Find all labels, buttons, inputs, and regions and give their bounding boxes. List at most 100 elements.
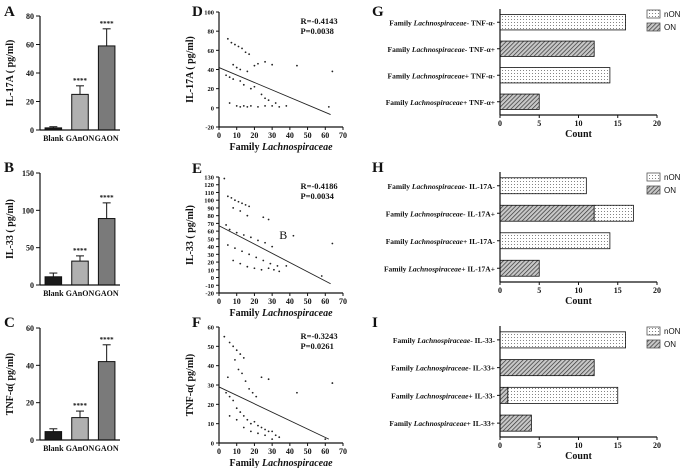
panel-f-xlabel-prefix: Family bbox=[229, 458, 262, 468]
panel-d-point bbox=[267, 99, 270, 102]
panel-g-xtick-label: 20 bbox=[653, 119, 661, 128]
panel-f-xtick-label: 20 bbox=[250, 447, 258, 456]
panel-f-point bbox=[271, 430, 274, 433]
panel-d-point bbox=[249, 87, 252, 90]
panel-a-significance: **** bbox=[100, 20, 115, 28]
panel-f-point bbox=[267, 430, 270, 433]
panel-d-point bbox=[234, 43, 236, 46]
panel-e-point bbox=[244, 203, 247, 206]
panel-g-legend-anchor bbox=[643, 7, 644, 8]
panel-b-xtick-label: Blank bbox=[43, 289, 64, 298]
panel-f-point bbox=[234, 358, 236, 361]
panel-d-point bbox=[271, 105, 274, 107]
panel-c-xtick-label: Blank bbox=[43, 444, 64, 453]
panel-d-point bbox=[253, 64, 256, 67]
panel-d-point bbox=[246, 70, 249, 73]
panel-i-legend-swatch-non bbox=[646, 326, 661, 336]
panel-d-ytick-label: 0 bbox=[211, 105, 214, 112]
panel-f-point bbox=[232, 345, 235, 348]
panel-i-bar-on bbox=[499, 386, 509, 404]
panel-e-ytick-label: 60 bbox=[208, 229, 215, 236]
panel-f-point bbox=[260, 426, 263, 429]
panel-e-ylabel: IL-33 ( pg/ml) bbox=[185, 205, 196, 265]
panel-h-category-italic: Lachnospiraceae bbox=[409, 237, 464, 246]
panel-i-category-suffix: - IL-33- bbox=[470, 336, 495, 345]
panel-g-category-label: Family Lachnospiraceae- TNF-α+ bbox=[388, 45, 496, 54]
panel-c-xtick-label: GAON bbox=[95, 444, 119, 453]
panel-f-point bbox=[242, 357, 245, 359]
panel-g-category-label: Family Lachnospiraceae+ TNF-α+ bbox=[386, 98, 495, 107]
panel-d-xtick-label: 20 bbox=[250, 131, 258, 140]
panel-f-point bbox=[257, 424, 259, 427]
panel-g-category-suffix: - TNF-α- bbox=[467, 18, 496, 27]
panel-d-point bbox=[232, 78, 235, 80]
panel-h-bar-on bbox=[499, 204, 595, 222]
panel-e-point bbox=[226, 244, 229, 246]
panel-d-point bbox=[264, 60, 266, 63]
panel-e-point bbox=[226, 195, 229, 198]
panel-c-ytick-label: 20 bbox=[26, 399, 34, 408]
panel-i-letter: I bbox=[372, 315, 378, 331]
panel-e-point bbox=[267, 218, 270, 221]
panel-d-xtick-label: 30 bbox=[268, 131, 276, 140]
panel-e-stat-p: P=0.0034 bbox=[300, 191, 334, 201]
panel-g-xtick-label: 0 bbox=[498, 119, 502, 128]
panel-f-point bbox=[260, 376, 263, 379]
panel-a-ytick-label: 20 bbox=[26, 98, 34, 107]
panel-b-ytick-label: 50 bbox=[26, 244, 34, 253]
panel-d-point bbox=[226, 37, 229, 40]
panel-h-bar-on bbox=[499, 259, 540, 277]
panel-d-xtick-label: 0 bbox=[217, 131, 221, 140]
panel-a-ytick-label: 80 bbox=[26, 12, 34, 21]
panel-c-ytick-label: 60 bbox=[26, 324, 34, 333]
panel-e-point bbox=[246, 265, 249, 268]
panel-a-bar-gaon bbox=[97, 45, 116, 131]
panel-g-category-label: Family Lachnospiraceae- TNF-α- bbox=[389, 18, 495, 27]
panel-e-point bbox=[230, 196, 233, 199]
panel-f-xlabel-italic: Lachnospiraceae bbox=[261, 458, 333, 468]
panel-f-point bbox=[228, 395, 231, 398]
panel-i-category-italic: Lachnospiraceae bbox=[416, 336, 471, 345]
panel-d-point bbox=[285, 105, 288, 107]
panel-c-significance: **** bbox=[73, 402, 88, 410]
panel-i-category-label: Family Lachnospiraceae- IL-33+ bbox=[391, 364, 495, 373]
panel-a-ytick-label: 60 bbox=[26, 41, 34, 50]
panel-g-legend-swatch-on bbox=[646, 22, 661, 32]
panel-d-xlabel: Family Lachnospiraceae bbox=[229, 142, 333, 153]
panel-f-point bbox=[249, 430, 252, 433]
panel-e-xlabel: Family Lachnospiraceae bbox=[229, 308, 333, 319]
panel-b-significance: **** bbox=[73, 247, 88, 255]
panel-e-point bbox=[228, 228, 231, 231]
panel-g-category-italic: Lachnospiraceae bbox=[409, 98, 464, 107]
panel-h-category-prefix: Family bbox=[387, 182, 411, 191]
panel-d-ytick-label: 100 bbox=[204, 10, 214, 17]
panel-e-point bbox=[246, 214, 249, 217]
panel-f-point bbox=[246, 418, 249, 421]
panel-h-bar-non bbox=[593, 204, 634, 222]
panel-e-ytick-label: 130 bbox=[204, 175, 214, 182]
panel-e-point bbox=[264, 241, 266, 244]
panel-b-letter: B bbox=[4, 160, 14, 176]
panel-d-xtick-label: 10 bbox=[233, 131, 241, 140]
panel-d-xtick-label: 70 bbox=[339, 131, 347, 140]
panel-e-point bbox=[331, 242, 334, 245]
panel-c-significance: **** bbox=[100, 336, 115, 344]
panel-b-ylabel: IL-33 ( pg/ml) bbox=[5, 199, 16, 259]
panel-c-ytick-label: 0 bbox=[30, 436, 34, 445]
panel-e-ytick-label: -20 bbox=[205, 291, 214, 298]
panel-c-ylabel: TNF-α( pg/ml) bbox=[5, 353, 16, 416]
chart-layer: A Blank **** GAnON **** GAON 0 20 40 60 80 IL-17A (… bbox=[4, 4, 681, 468]
panel-e-point bbox=[273, 268, 275, 271]
panel-f-point bbox=[253, 420, 256, 423]
panel-e-ytick-label: 10 bbox=[208, 267, 215, 274]
panel-h-legend-swatch-non bbox=[646, 172, 661, 182]
panel-i-category-suffix: + IL-33- bbox=[468, 391, 495, 400]
panel-e-ytick-label: 0 bbox=[211, 275, 214, 282]
panel-e-stat-r: R=-0.4186 bbox=[300, 181, 337, 191]
panel-d-point bbox=[242, 105, 245, 107]
panel-h-category-italic: Lachnospiraceae bbox=[409, 209, 464, 218]
panel-d-fit-line bbox=[218, 67, 331, 115]
panel-b-significance: **** bbox=[100, 194, 115, 202]
panel-d-point bbox=[264, 105, 266, 107]
panel-f-point bbox=[237, 368, 240, 371]
